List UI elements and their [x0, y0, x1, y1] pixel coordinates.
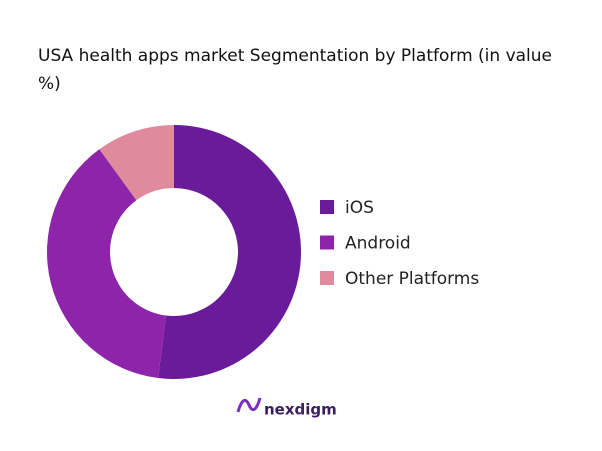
donut-slice	[158, 125, 301, 379]
legend-label: Other Platforms	[345, 269, 479, 289]
legend-label: Android	[345, 234, 411, 254]
logo-icon	[236, 397, 262, 413]
legend-label: iOS	[345, 198, 374, 218]
legend-swatch	[320, 235, 334, 250]
brand-name: nexdigm	[264, 401, 337, 419]
donut-slice	[99, 125, 174, 201]
logo: nexdigm	[236, 397, 337, 419]
legend-swatch	[320, 271, 334, 285]
legend-swatch	[320, 200, 334, 214]
donut-slice	[46, 149, 166, 378]
chart-title: USA health apps market Segmentation by P…	[38, 46, 553, 94]
